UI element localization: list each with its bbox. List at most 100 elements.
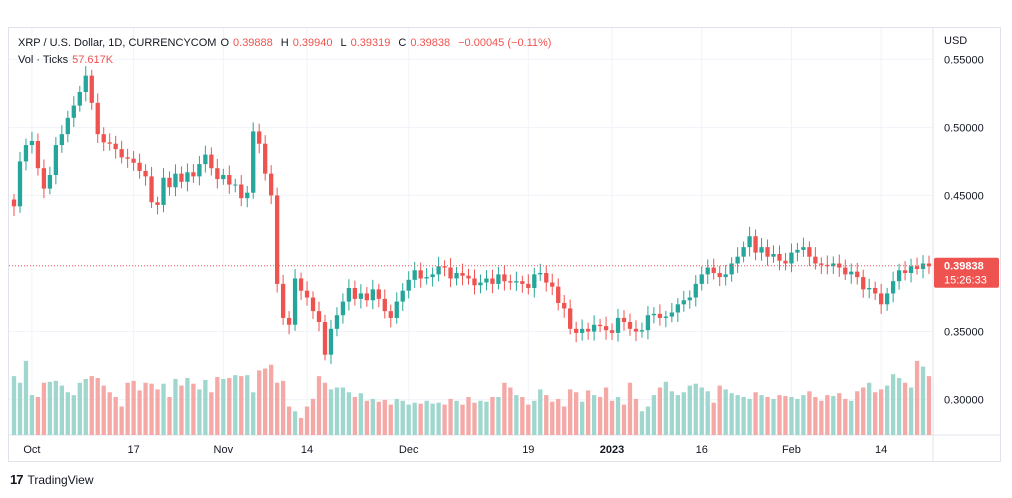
- volume-bar: [879, 389, 884, 435]
- volume-bar: [884, 385, 890, 435]
- volume-bar: [221, 378, 226, 435]
- volume-bar: [71, 395, 76, 435]
- volume-bar: [412, 402, 417, 435]
- volume-bar: [908, 387, 914, 435]
- volume-bar: [759, 395, 764, 435]
- candle-body: [11, 199, 17, 207]
- candle-body: [484, 278, 489, 283]
- candle-body: [508, 281, 513, 283]
- volume-bar: [161, 383, 166, 435]
- candle-body: [77, 91, 82, 106]
- candle-body: [615, 317, 621, 333]
- volume-bar: [807, 391, 812, 435]
- candle-body: [627, 322, 633, 329]
- volume-bar: [65, 392, 70, 435]
- candle-body: [125, 157, 130, 159]
- x-tick-label: Dec: [399, 444, 419, 456]
- volume-bar: [579, 401, 585, 435]
- volume-bar: [627, 382, 633, 435]
- volume-bar: [657, 387, 663, 435]
- y-tick-label: 0.55000: [944, 54, 984, 66]
- candle-body: [263, 143, 268, 174]
- tradingview-brand[interactable]: 17 TradingView: [10, 472, 94, 487]
- candle-body: [119, 149, 124, 158]
- candle-body: [729, 263, 734, 275]
- candle-body: [23, 145, 29, 162]
- candle-body: [310, 297, 316, 312]
- candle-body: [657, 313, 663, 318]
- candle-body: [436, 266, 441, 275]
- volume-bar: [902, 382, 908, 435]
- candle-body: [304, 290, 310, 298]
- volume-bar: [502, 382, 507, 435]
- volume-bar: [424, 400, 429, 435]
- volume-bar: [251, 392, 256, 435]
- candle-body: [442, 266, 447, 268]
- volume-bar: [914, 360, 920, 435]
- candle-body: [574, 328, 579, 333]
- candle-body: [753, 236, 758, 253]
- candle-body: [155, 202, 160, 205]
- candle-body: [203, 154, 208, 165]
- candle-body: [298, 278, 304, 291]
- volume-bar: [861, 387, 866, 435]
- candle-body: [448, 267, 453, 279]
- candle-body: [663, 316, 669, 318]
- x-tick-label: 17: [127, 444, 139, 456]
- volume-bar: [831, 396, 836, 435]
- volume-bar: [669, 391, 674, 435]
- candle-body: [502, 274, 507, 282]
- volume-bar: [609, 400, 615, 435]
- volume-bar: [729, 393, 734, 435]
- volume-row: Vol · Ticks 57.617K: [18, 52, 555, 69]
- candle-body: [364, 293, 369, 301]
- candle-body: [29, 140, 35, 146]
- volume-bar: [400, 400, 405, 435]
- candle-body: [861, 277, 866, 290]
- volume-bar: [532, 400, 537, 435]
- volume-bar: [418, 403, 423, 435]
- candle-body: [137, 162, 142, 171]
- candle-body: [693, 283, 698, 298]
- volume-bar: [442, 404, 447, 435]
- volume-bar: [292, 411, 298, 435]
- volume-bar: [197, 389, 202, 435]
- candle-body: [322, 322, 328, 355]
- chart-legend: XRP / U.S. Dollar, 1D, CURRENCYCOM O 0.39…: [18, 35, 555, 69]
- volume-bar: [89, 376, 94, 435]
- volume-bar: [585, 390, 591, 435]
- volume-bar: [825, 395, 830, 435]
- brand-name: TradingView: [27, 472, 94, 487]
- volume-bar: [17, 382, 23, 435]
- candle-body: [777, 253, 782, 261]
- candle-body: [890, 281, 896, 294]
- volume-bar: [920, 366, 926, 435]
- volume-bar: [430, 403, 435, 435]
- candle-body: [514, 281, 519, 283]
- volume-bar: [663, 381, 669, 435]
- candle-body: [53, 145, 59, 176]
- volume-bar: [382, 399, 387, 435]
- currency-label[interactable]: USD: [944, 35, 968, 47]
- volume-bar: [526, 404, 531, 435]
- candle-body: [585, 328, 591, 332]
- volume-bar: [119, 406, 124, 435]
- symbol-title[interactable]: XRP / U.S. Dollar, 1D, CURRENCYCOM: [18, 37, 217, 49]
- volume-label[interactable]: Vol · Ticks: [18, 54, 69, 66]
- candle-body: [251, 131, 256, 193]
- volume-bar: [890, 374, 896, 435]
- volume-bar: [83, 378, 88, 435]
- volume-bar: [23, 360, 29, 435]
- candle-body: [215, 168, 220, 180]
- candle-body: [328, 328, 334, 355]
- volume-bar: [358, 393, 364, 435]
- candle-body: [35, 140, 41, 169]
- candle-body: [591, 324, 597, 332]
- candle-body: [675, 304, 680, 313]
- volume-bar: [107, 392, 112, 435]
- candle-body: [783, 260, 788, 264]
- candle-body: [340, 301, 346, 316]
- volume-bar: [801, 395, 806, 435]
- low-value: 0.39319: [350, 37, 391, 49]
